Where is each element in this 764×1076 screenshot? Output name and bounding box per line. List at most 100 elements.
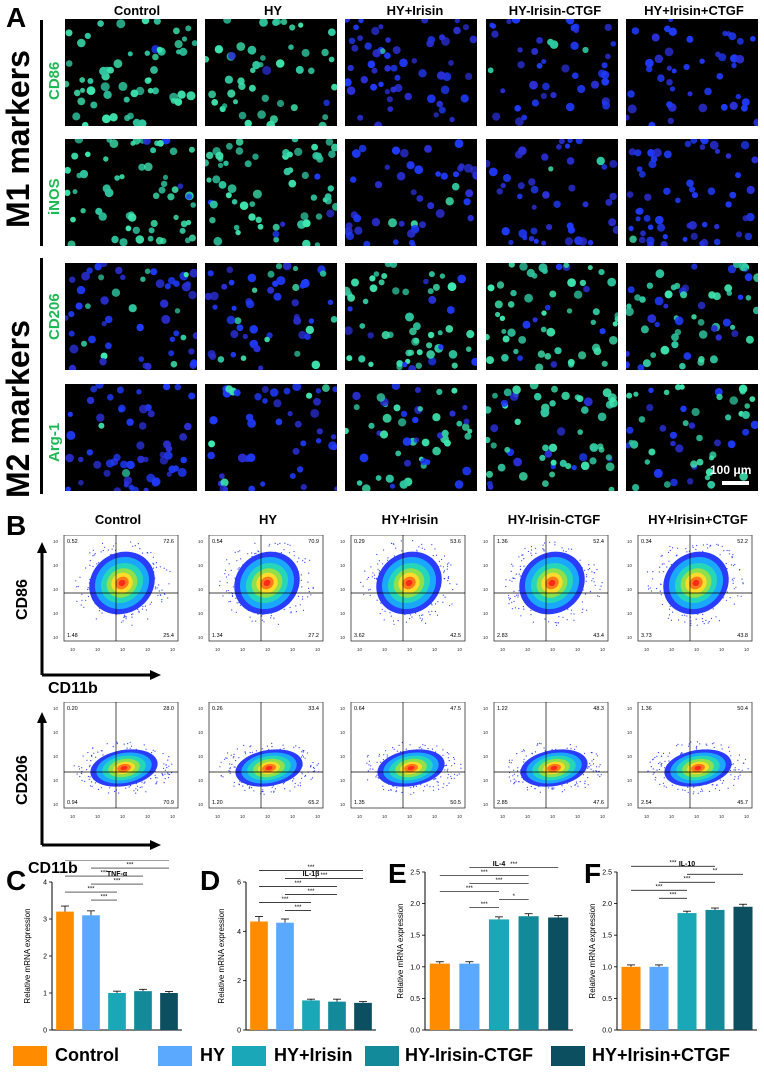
y-tick-label: 10 bbox=[340, 635, 346, 640]
micrograph-inos-hy-irisin bbox=[345, 139, 477, 246]
y-tick-label: 10 bbox=[198, 611, 204, 616]
quadrant-ur: 47.5 bbox=[450, 706, 461, 712]
x-tick-label: 10 bbox=[145, 814, 151, 819]
panel-letter-e: E bbox=[388, 858, 407, 889]
y-tick-label: 10 bbox=[340, 754, 346, 759]
x-tick-label: 10 bbox=[240, 814, 246, 819]
x-tick-label: 10 bbox=[315, 814, 321, 819]
legend-swatch-hy-irisin-ctgf bbox=[365, 1046, 399, 1066]
significance-label: *** bbox=[495, 878, 503, 884]
quadrant-ul: 0.54 bbox=[212, 539, 223, 545]
x-tick-label: 10 bbox=[550, 647, 556, 652]
col-head-hy-irisin-plus-ctgf: HY+Irisin+CTGF bbox=[644, 3, 744, 18]
quadrant-ur: 70.9 bbox=[308, 539, 319, 545]
y-tick-label: 0.0 bbox=[602, 1028, 612, 1035]
y-tick-label: 10 bbox=[627, 539, 633, 544]
y-tick-label: 1.0 bbox=[602, 964, 612, 971]
y-tick-label: 10 bbox=[340, 802, 346, 807]
x-tick-label: 10 bbox=[95, 814, 101, 819]
micrograph-cd86-hy-irisin bbox=[345, 19, 477, 126]
quadrant-ll: 3.62 bbox=[354, 633, 365, 639]
y-tick-label: 10 bbox=[483, 611, 489, 616]
x-tick-label: 10 bbox=[170, 814, 176, 819]
micrograph-cd86-hy-irisin-plus-ctgf bbox=[626, 19, 758, 126]
panel-letter-b: B bbox=[6, 510, 27, 541]
panel-letter-d: D bbox=[200, 865, 221, 896]
legend-swatch-hy-irisin bbox=[232, 1046, 266, 1066]
bar bbox=[328, 1001, 346, 1030]
y-tick-label: 10 bbox=[53, 730, 59, 735]
y-tick-label: 10 bbox=[198, 730, 204, 735]
x-tick-label: 10 bbox=[215, 647, 221, 652]
m2-markers-title: M2 markers bbox=[0, 320, 36, 498]
y-tick-label: 0 bbox=[43, 1028, 47, 1035]
y-tick-label: 10 bbox=[627, 730, 633, 735]
x-tick-label: 10 bbox=[500, 814, 506, 819]
bar bbox=[733, 906, 753, 1030]
quadrant-ur: 33.4 bbox=[308, 706, 319, 712]
quadrant-lr: 43.8 bbox=[737, 633, 748, 639]
quadrant-ll: 0.94 bbox=[67, 800, 78, 806]
legend: Control HY HY+Irisin HY-Irisin-CTGF HY+I… bbox=[0, 1042, 764, 1072]
chart-title: IL-1β bbox=[303, 871, 320, 878]
x-tick-label: 10 bbox=[575, 647, 581, 652]
micrograph-cd206-hy-irisin-ctgf bbox=[486, 263, 618, 370]
y-tick-label: 10 bbox=[627, 587, 633, 592]
quadrant-ll: 1.35 bbox=[354, 800, 365, 806]
x-tick-label: 10 bbox=[550, 814, 556, 819]
micrograph-arg1-hy-irisin-plus-ctgf bbox=[626, 384, 758, 491]
quadrant-ur: 28.0 bbox=[163, 706, 174, 712]
y-tick-label: 1.5 bbox=[602, 933, 612, 940]
significance-label: *** bbox=[466, 886, 474, 892]
bar bbox=[354, 1002, 372, 1030]
micrograph-cd206-hy bbox=[205, 263, 337, 370]
panel-letter-f: F bbox=[584, 858, 602, 889]
y-tick-label: 10 bbox=[198, 635, 204, 640]
quadrant-ul: 1.36 bbox=[641, 706, 652, 712]
col-head-control: Control bbox=[113, 3, 161, 18]
significance-label: *** bbox=[100, 895, 108, 901]
y-tick-label: 10 bbox=[483, 730, 489, 735]
significance-label: * bbox=[513, 894, 516, 900]
x-tick-label: 10 bbox=[669, 647, 675, 652]
flow-plot-top-hy: 0.54 70.9 1.34 27.2 10 10 10 10 10 10 10 10 10 10 bbox=[197, 535, 325, 665]
x-tick-label: 10 bbox=[170, 647, 176, 652]
m1-markers-title: M1 markers bbox=[0, 50, 36, 228]
micrograph-cd206-hy-irisin bbox=[345, 263, 477, 370]
x-tick-label: 10 bbox=[719, 814, 725, 819]
y-tick-label: 4 bbox=[237, 929, 241, 936]
quadrant-ul: 0.29 bbox=[354, 539, 365, 545]
bar bbox=[459, 963, 480, 1030]
legend-swatch-control bbox=[13, 1046, 47, 1066]
bar bbox=[56, 911, 74, 1030]
legend-label-hy-irisin: HY+Irisin bbox=[274, 1045, 353, 1065]
significance-label: *** bbox=[481, 902, 489, 908]
x-tick-label: 10 bbox=[290, 647, 296, 652]
x-tick-label: 10 bbox=[432, 814, 438, 819]
x-tick-label: 10 bbox=[644, 647, 650, 652]
flow-top-x-label: CD11b bbox=[48, 680, 98, 697]
flow-bottom-x-label: CD11b bbox=[28, 860, 78, 877]
y-tick-label: 10 bbox=[483, 635, 489, 640]
x-tick-label: 10 bbox=[694, 647, 700, 652]
x-tick-label: 10 bbox=[600, 814, 606, 819]
y-tick-label: 10 bbox=[198, 563, 204, 568]
y-tick-label: 10 bbox=[198, 706, 204, 711]
quadrant-lr: 27.2 bbox=[308, 633, 319, 639]
x-tick-label: 10 bbox=[669, 814, 675, 819]
legend-label-hy-irisin-plus-ctgf: HY+Irisin+CTGF bbox=[592, 1045, 731, 1065]
x-tick-label: 10 bbox=[357, 647, 363, 652]
bar bbox=[108, 993, 126, 1030]
x-tick-label: 10 bbox=[407, 814, 413, 819]
x-tick-label: 10 bbox=[575, 814, 581, 819]
significance-label: *** bbox=[100, 871, 108, 877]
x-tick-label: 10 bbox=[525, 647, 531, 652]
x-tick-label: 10 bbox=[290, 814, 296, 819]
y-tick-label: 10 bbox=[340, 730, 346, 735]
quadrant-ur: 48.3 bbox=[593, 706, 604, 712]
y-tick-label: 10 bbox=[340, 539, 346, 544]
y-tick-label: 10 bbox=[340, 563, 346, 568]
flow-plot-top-control: 0.52 72.6 1.48 25.4 10 10 10 10 10 10 10 10 10 10 bbox=[52, 535, 180, 665]
legend-swatch-hy bbox=[158, 1046, 192, 1066]
x-tick-label: 10 bbox=[315, 647, 321, 652]
